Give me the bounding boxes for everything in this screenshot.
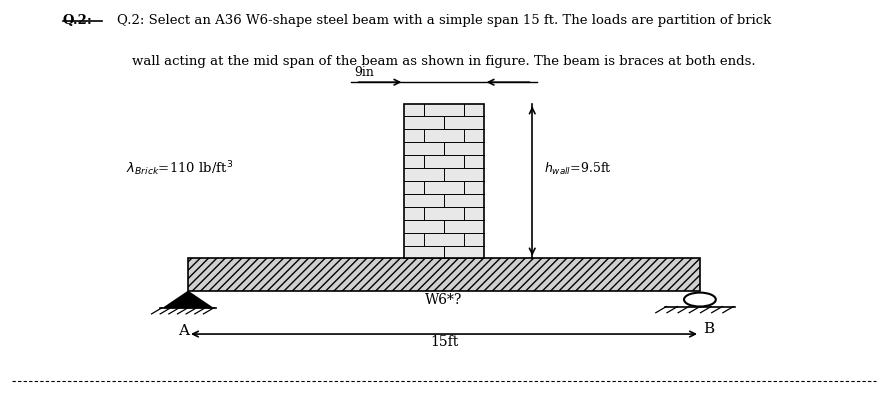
Text: W6*?: W6*?	[425, 293, 463, 307]
Text: $\lambda_{Brick}$=110 lb/ft$^{3}$: $\lambda_{Brick}$=110 lb/ft$^{3}$	[126, 159, 234, 178]
Polygon shape	[164, 292, 212, 308]
Text: Q.2: Select an A36 W6-shape steel beam with a simple span 15 ft. The loads are p: Q.2: Select an A36 W6-shape steel beam w…	[117, 15, 771, 28]
Text: $h_{wall}$=9.5ft: $h_{wall}$=9.5ft	[543, 161, 611, 177]
Circle shape	[684, 292, 716, 307]
Bar	[188, 259, 700, 292]
Text: 9in: 9in	[354, 66, 375, 79]
Text: Q.2:: Q.2:	[63, 15, 92, 28]
Text: B: B	[703, 321, 714, 336]
Text: 15ft: 15ft	[430, 335, 458, 349]
Text: wall acting at the mid span of the beam as shown in figure. The beam is braces a: wall acting at the mid span of the beam …	[132, 55, 756, 68]
Bar	[404, 103, 484, 259]
Text: A: A	[178, 324, 189, 338]
